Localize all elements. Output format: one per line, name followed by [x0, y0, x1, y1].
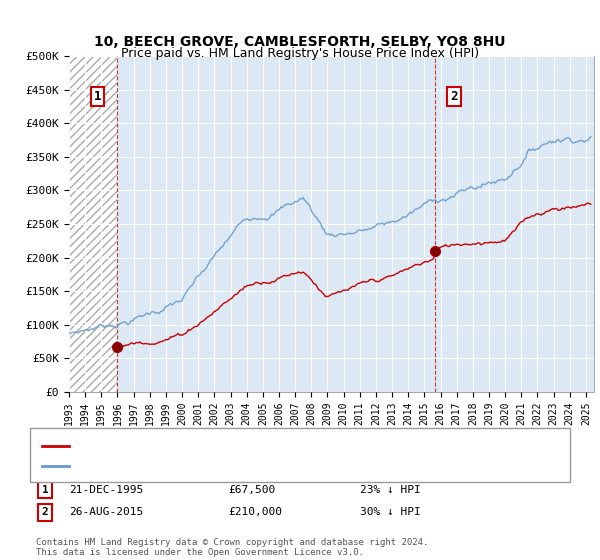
Text: £67,500: £67,500	[228, 485, 275, 495]
Text: 23% ↓ HPI: 23% ↓ HPI	[360, 485, 421, 495]
Text: 2: 2	[41, 507, 49, 517]
Text: 2: 2	[451, 90, 458, 103]
Text: £210,000: £210,000	[228, 507, 282, 517]
Text: 1: 1	[41, 485, 49, 495]
Text: 30% ↓ HPI: 30% ↓ HPI	[360, 507, 421, 517]
Text: 10, BEECH GROVE, CAMBLESFORTH, SELBY, YO8 8HU (detached house): 10, BEECH GROVE, CAMBLESFORTH, SELBY, YO…	[72, 441, 460, 451]
Text: 10, BEECH GROVE, CAMBLESFORTH, SELBY, YO8 8HU: 10, BEECH GROVE, CAMBLESFORTH, SELBY, YO…	[94, 35, 506, 49]
Text: 26-AUG-2015: 26-AUG-2015	[69, 507, 143, 517]
Text: 21-DEC-1995: 21-DEC-1995	[69, 485, 143, 495]
Bar	[69, 56, 117, 392]
Text: Price paid vs. HM Land Registry's House Price Index (HPI): Price paid vs. HM Land Registry's House …	[121, 46, 479, 60]
Text: HPI: Average price, detached house, North Yorkshire: HPI: Average price, detached house, Nort…	[72, 461, 391, 472]
Text: 1: 1	[94, 90, 101, 103]
Text: Contains HM Land Registry data © Crown copyright and database right 2024.
This d: Contains HM Land Registry data © Crown c…	[36, 538, 428, 557]
